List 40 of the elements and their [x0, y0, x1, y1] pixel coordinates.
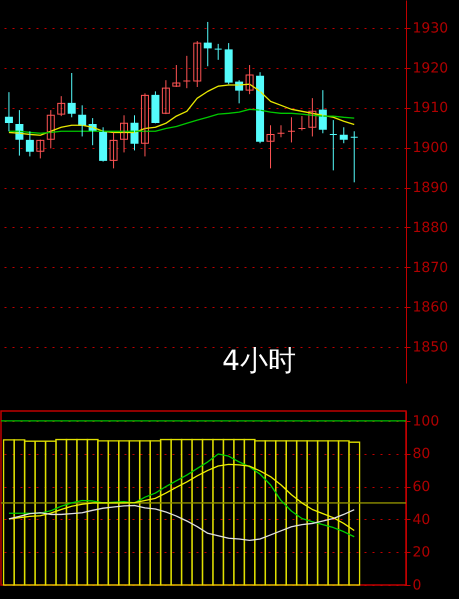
candlestick	[182, 55, 191, 89]
candlestick	[193, 40, 202, 88]
y-tick-label: 1890	[412, 180, 448, 196]
y-tick-label: 80	[412, 446, 430, 462]
annotation: 4小时	[222, 344, 296, 377]
candlestick	[140, 92, 149, 157]
y-tick-label: 40	[412, 512, 430, 528]
y-tick-label: 1920	[412, 60, 448, 76]
line-series	[8, 453, 355, 538]
y-tick-label: 1880	[412, 220, 448, 236]
candlestick	[298, 116, 306, 131]
y-tick-label: 60	[412, 479, 430, 496]
candlestick	[46, 110, 55, 149]
candlestick	[329, 120, 338, 171]
candlestick	[172, 64, 180, 88]
candlestick	[287, 116, 296, 143]
candlestick	[308, 98, 316, 137]
candlestick	[120, 114, 128, 153]
candlestick	[340, 126, 348, 144]
candlestick	[246, 64, 254, 95]
y-tick-label: 1910	[412, 100, 448, 116]
y-tick-label: 1850	[412, 340, 448, 356]
y-tick-label: 1870	[412, 260, 448, 276]
y-tick-label: 20	[412, 544, 430, 561]
candlestick	[266, 124, 275, 169]
line-series	[8, 504, 355, 541]
y-tick-label: 1900	[412, 140, 448, 156]
y-tick-label: 0	[412, 578, 422, 594]
candlestick	[276, 124, 285, 138]
candlestick	[214, 43, 222, 60]
candlestick	[350, 130, 358, 183]
y-tick-label: 1930	[412, 20, 448, 36]
line-series	[8, 464, 355, 532]
candlestick	[110, 132, 118, 169]
candlestick	[36, 139, 44, 159]
y-tick-label: 1860	[412, 300, 448, 316]
candlestick	[57, 96, 66, 117]
y-tick-label: 100	[412, 413, 440, 430]
candlestick	[204, 21, 212, 67]
candlestick	[162, 80, 170, 115]
